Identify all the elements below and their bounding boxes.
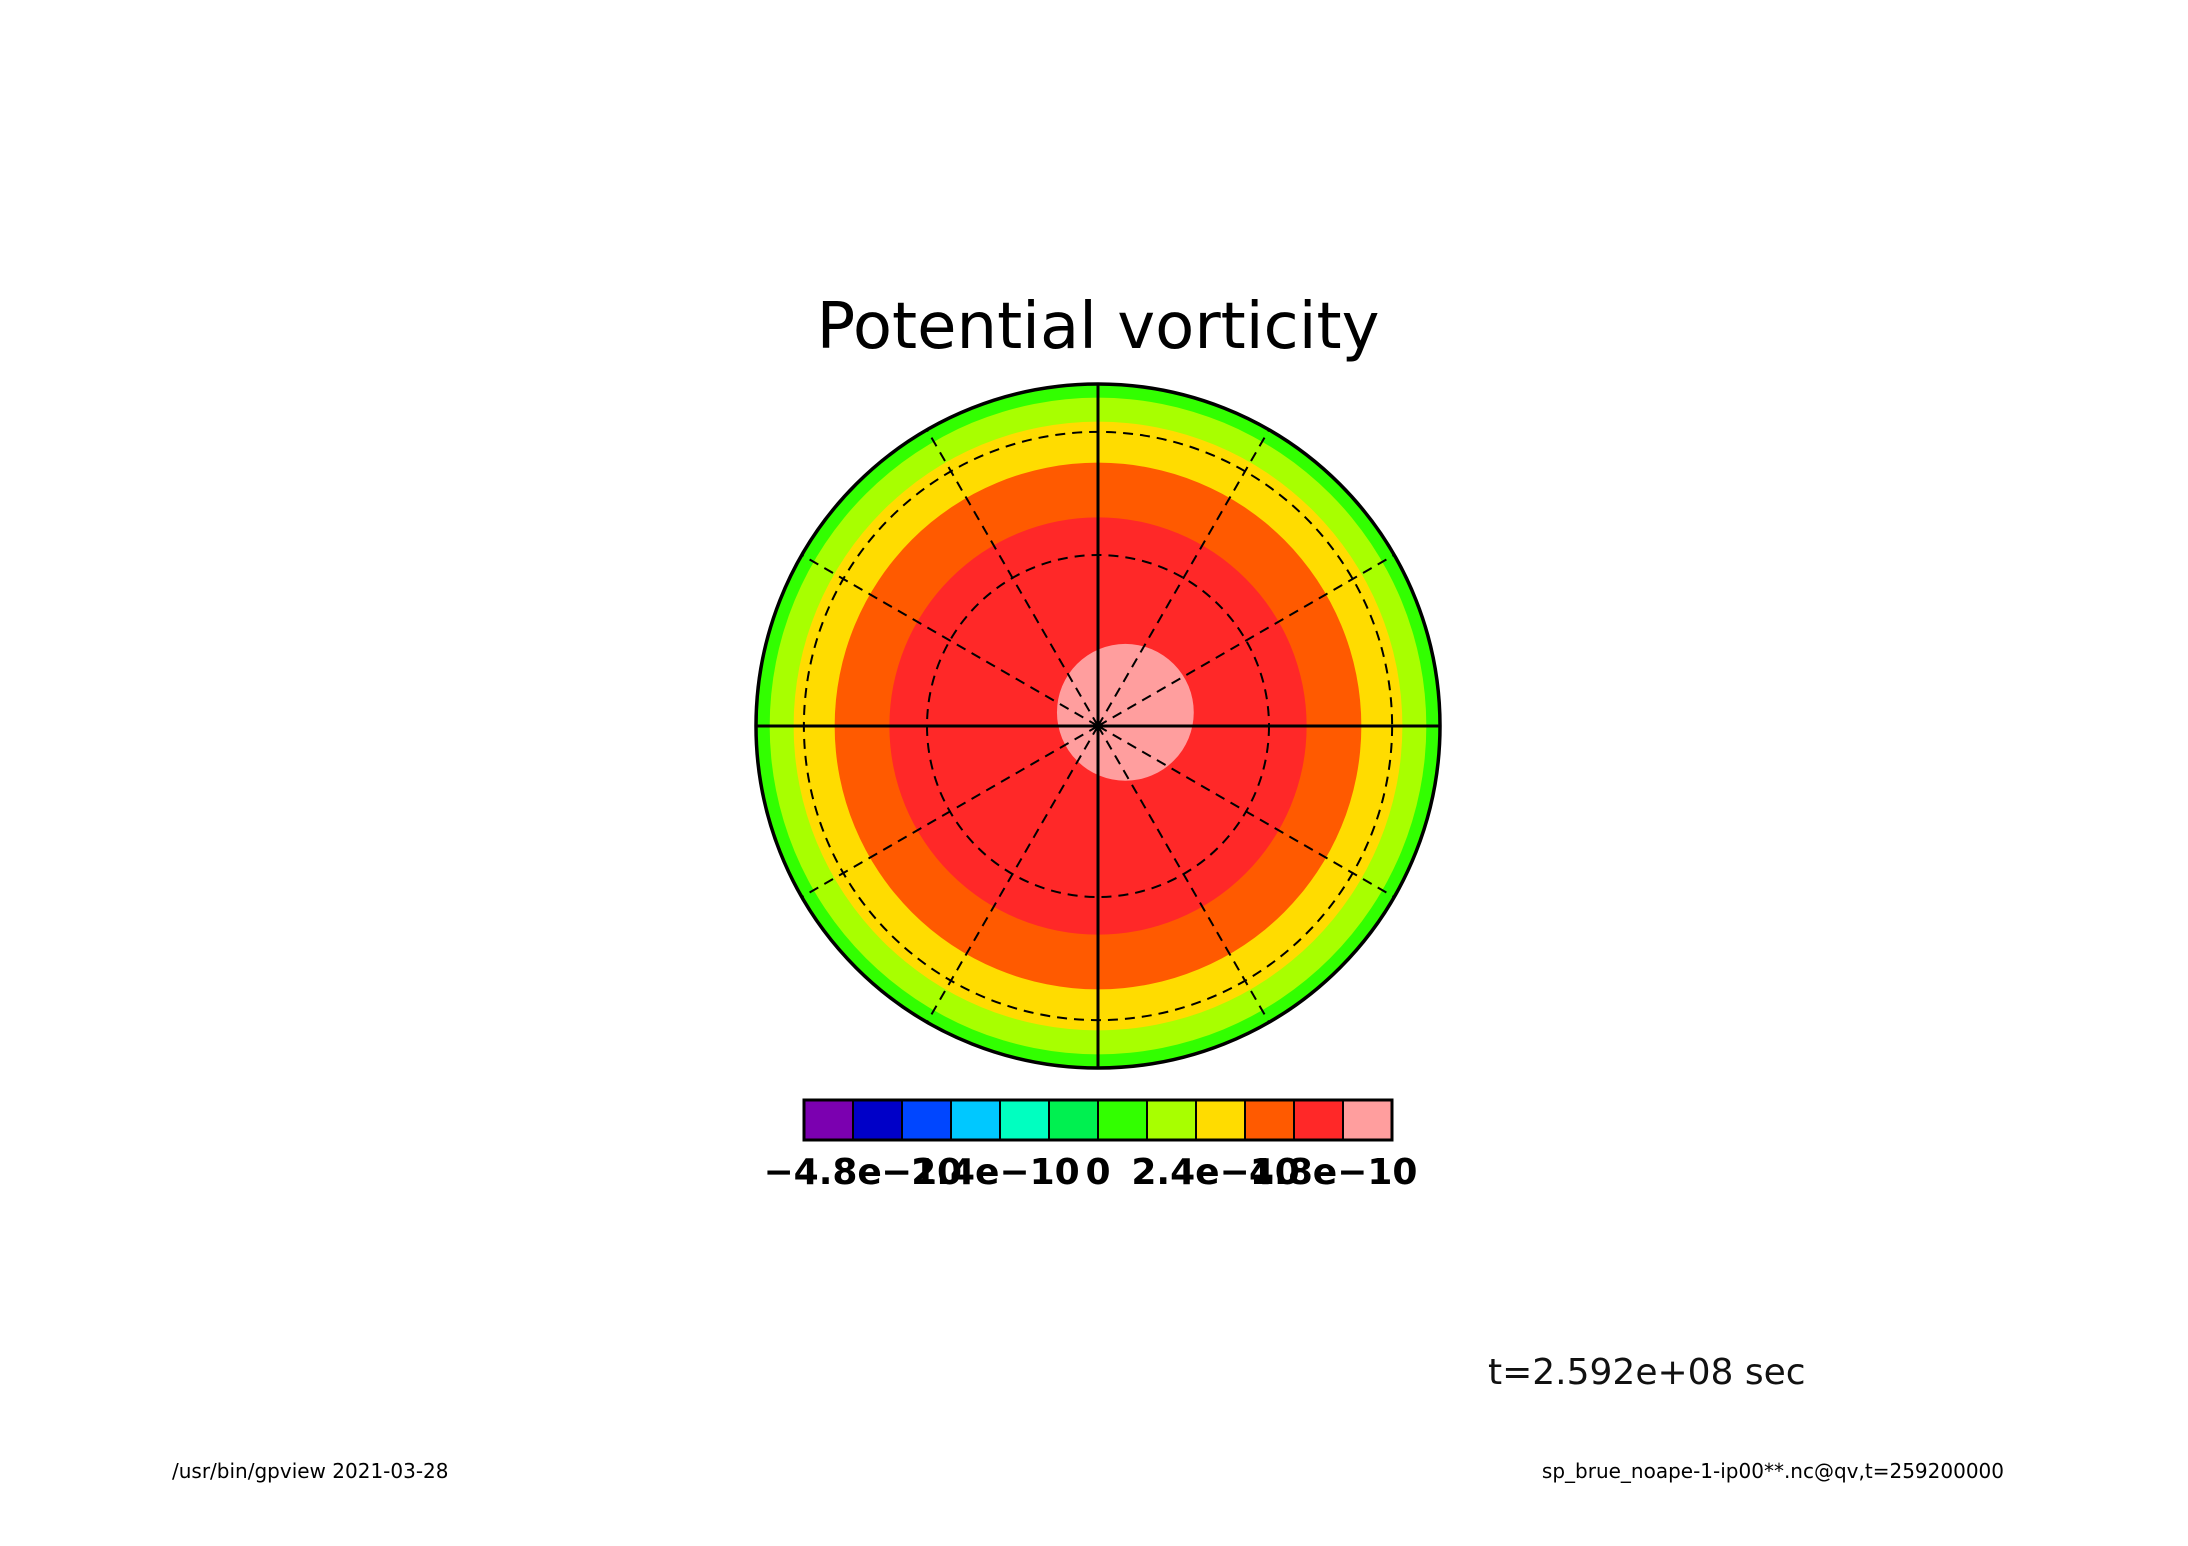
colorbar-cell-9 xyxy=(1244,1099,1295,1141)
field-ring-5 xyxy=(1056,643,1194,781)
colorbar-cell-11 xyxy=(1342,1099,1393,1141)
colorbar-cell-10 xyxy=(1293,1099,1344,1141)
chart-title: Potential vorticity xyxy=(817,290,1380,364)
time-label: t=2.592e+08 sec xyxy=(1488,1352,1806,1393)
meridian-60 xyxy=(1097,429,1270,727)
colorbar-cell-8 xyxy=(1195,1099,1246,1141)
colorbar-tick-label: 0 xyxy=(1085,1152,1110,1193)
colorbar-cell-2 xyxy=(901,1099,952,1141)
colorbar-cell-1 xyxy=(852,1099,903,1141)
meridian-150 xyxy=(801,554,1099,727)
map-boundary xyxy=(754,382,1442,1070)
footer-right: sp_brue_noape-1-ip00**.nc@qv,t=259200000 xyxy=(1542,1459,2004,1483)
colorbar-tick-label: −4.8e−10 xyxy=(763,1152,962,1193)
colorbar-cell-4 xyxy=(999,1099,1050,1141)
colorbar: −4.8e−10−2.4e−10 0 2.4e−104.8e−10 xyxy=(763,1098,1417,1193)
colorbar-tick-label: 4.8e−10 xyxy=(1249,1152,1417,1193)
meridian-30 xyxy=(1097,554,1395,727)
colorbar-cell-0 xyxy=(803,1099,854,1141)
footer-left: /usr/bin/gpview 2021-03-28 xyxy=(172,1459,449,1483)
polar-map xyxy=(754,382,1442,1070)
colorbar-cell-5 xyxy=(1048,1099,1099,1141)
colorbar-tick-label: −2.4e−10 xyxy=(881,1152,1080,1193)
colorbar-cell-3 xyxy=(950,1099,1001,1141)
colorbar-frame xyxy=(802,1098,1394,1142)
colorbar-cell-7 xyxy=(1146,1099,1197,1141)
colorbar-cell-6 xyxy=(1097,1099,1148,1141)
colorbar-tick-label: 2.4e−10 xyxy=(1131,1152,1299,1193)
